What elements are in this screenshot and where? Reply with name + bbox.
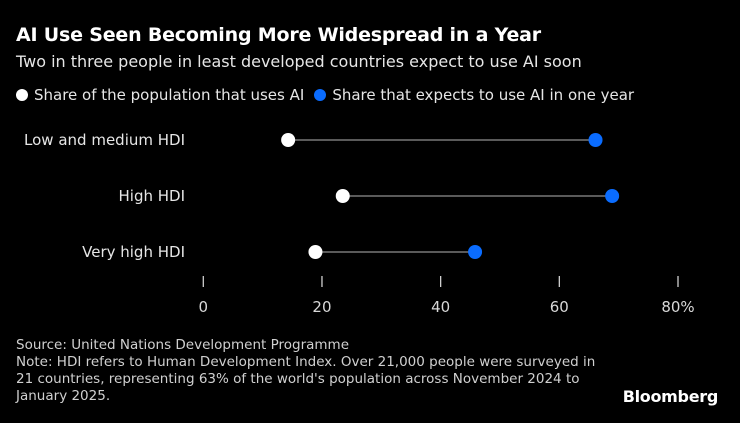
point-current-use <box>281 133 296 147</box>
legend-label-expected: Share that expects to use AI in one year <box>332 86 635 104</box>
x-tick-label: 40 <box>431 298 450 316</box>
x-tick-label: 80% <box>661 298 694 316</box>
source-text: Source: United Nations Development Progr… <box>16 337 349 353</box>
x-tick-label: 20 <box>312 298 331 316</box>
chart-subtitle: Two in three people in least developed c… <box>16 52 582 71</box>
white-dot-icon <box>16 89 28 101</box>
note-text: Note: HDI refers to Human Development In… <box>16 354 596 404</box>
point-current-use <box>308 245 323 259</box>
point-expected-use <box>468 245 483 259</box>
footer: Source: United Nations Development Progr… <box>16 337 596 405</box>
category-label: Very high HDI <box>82 243 185 261</box>
chart-title: AI Use Seen Becoming More Widespread in … <box>16 24 541 46</box>
bloomberg-logo: Bloomberg <box>622 387 719 406</box>
x-tick-label: 60 <box>550 298 569 316</box>
point-expected-use <box>588 133 603 147</box>
legend-item-current: Share of the population that uses AI <box>16 86 304 104</box>
point-expected-use <box>605 189 620 203</box>
legend-label-current: Share of the population that uses AI <box>34 86 305 104</box>
legend: Share of the population that uses AI Sha… <box>16 86 644 104</box>
x-tick-label: 0 <box>199 298 209 316</box>
legend-item-expected: Share that expects to use AI in one year <box>314 86 634 104</box>
point-current-use <box>335 189 350 203</box>
category-label: High HDI <box>119 187 186 205</box>
category-label: Low and medium HDI <box>24 131 185 149</box>
blue-dot-icon <box>314 89 327 101</box>
